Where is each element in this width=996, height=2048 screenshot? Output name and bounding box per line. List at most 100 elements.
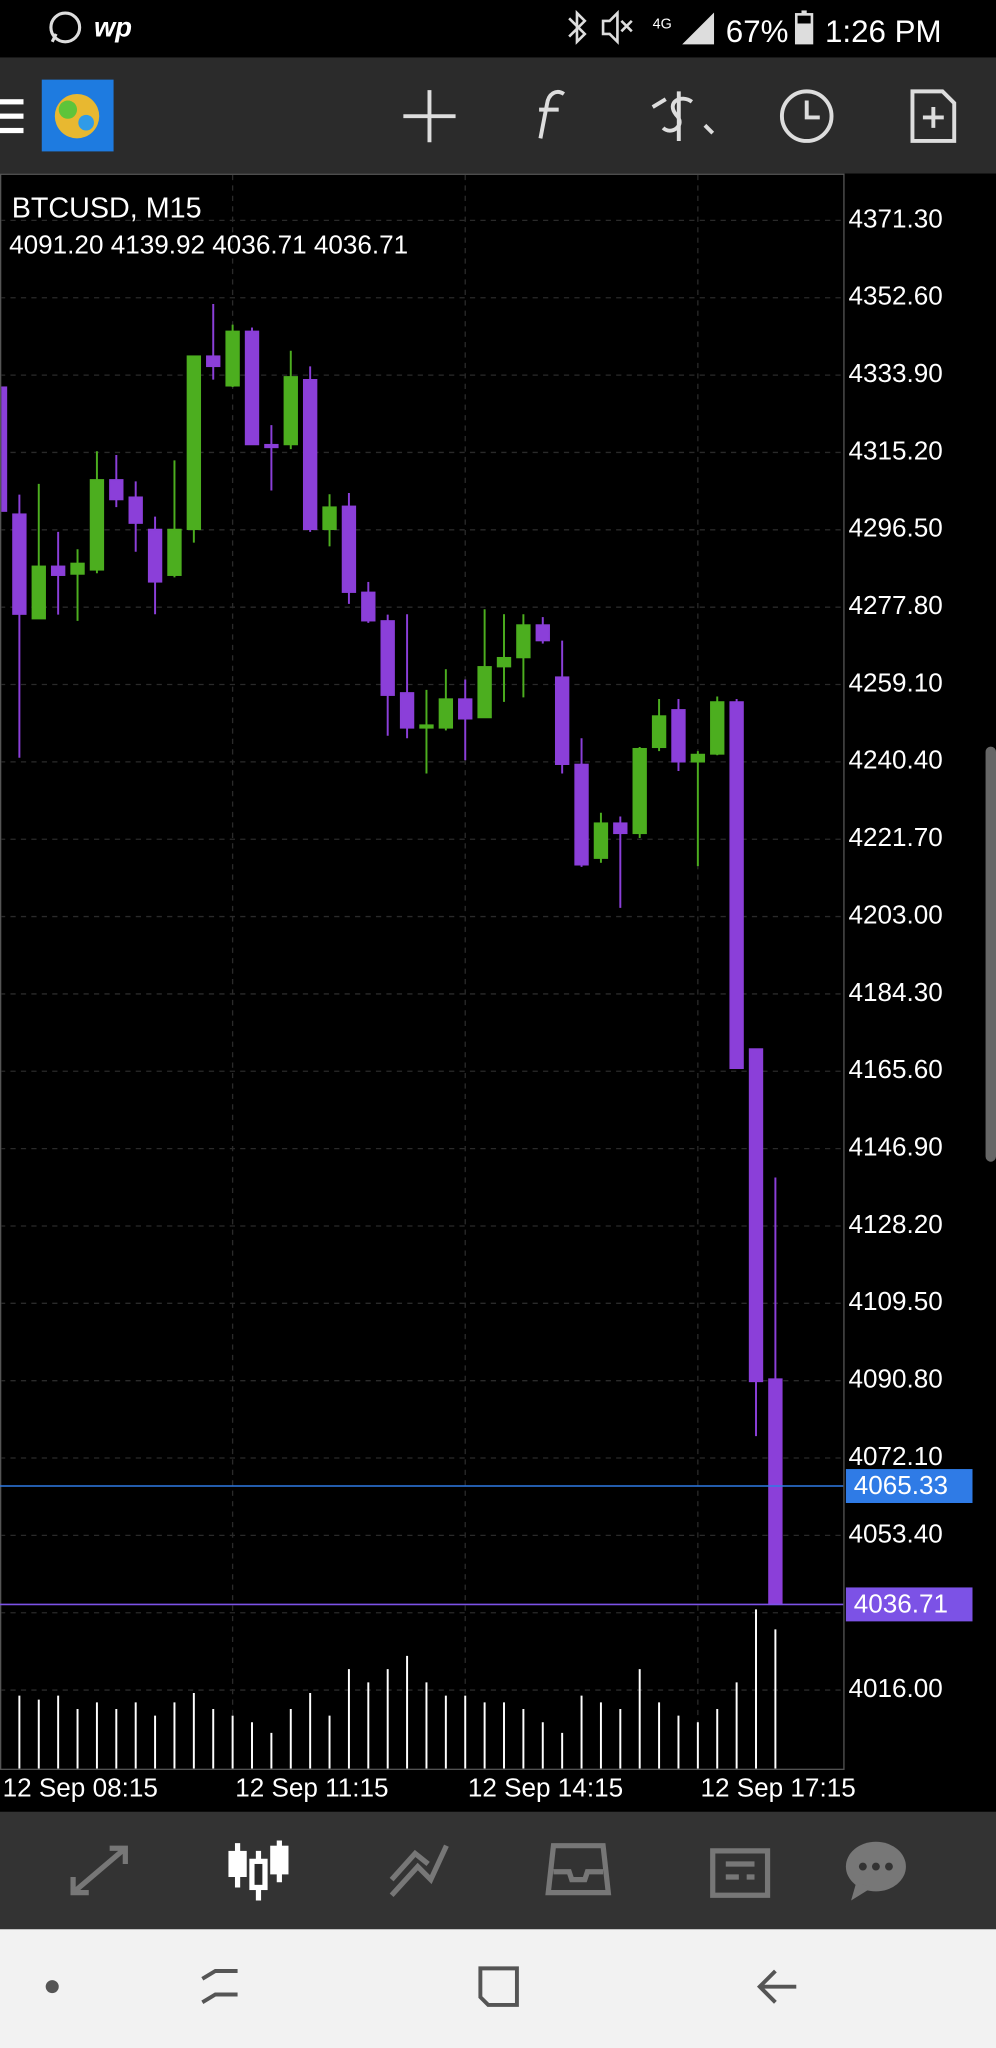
candle-body	[554, 676, 570, 766]
candle-body	[748, 1048, 764, 1383]
candle-body	[593, 822, 609, 859]
y-tick-label: 4315.20	[848, 435, 942, 465]
menu-button[interactable]	[0, 99, 24, 134]
candle-body	[31, 565, 46, 620]
candle-body	[671, 709, 686, 763]
history-tab[interactable]	[545, 1843, 612, 1896]
x-tick-label: 12 Sep 11:15	[235, 1772, 388, 1802]
y-tick-label: 4221.70	[848, 822, 942, 852]
candle-body	[574, 763, 589, 866]
ohlc-readout: 4091.20 4139.92 4036.71 4036.71	[9, 230, 408, 260]
network-label: 4G	[653, 17, 672, 33]
app-label: wp	[94, 12, 132, 43]
candle-body	[264, 443, 279, 449]
x-tick-label: 12 Sep 17:15	[700, 1772, 855, 1802]
system-nav	[0, 1929, 996, 2048]
candle-body	[535, 624, 550, 642]
candle-body	[613, 822, 628, 835]
candle-body	[225, 330, 240, 387]
y-tick-label: 4053.40	[848, 1518, 942, 1548]
candle-body	[399, 692, 415, 729]
chart-title: BTCUSD, M15	[12, 193, 202, 225]
price-tag-label: 4036.71	[854, 1589, 948, 1619]
candle-body	[729, 701, 744, 1070]
battery-icon	[794, 10, 814, 45]
candle-body	[302, 379, 318, 531]
y-tick-label: 4352.60	[848, 281, 942, 311]
candle-body	[322, 506, 337, 531]
x-tick-label: 12 Sep 14:15	[468, 1772, 623, 1802]
candle-body	[632, 747, 647, 835]
candle-body	[438, 698, 454, 729]
toolbar	[0, 57, 996, 174]
y-tick-label: 4184.30	[848, 977, 942, 1007]
price-tag	[845, 1469, 973, 1503]
candle-body	[1, 386, 8, 512]
candle-body	[651, 715, 667, 749]
candle-body	[419, 724, 434, 729]
y-tick-label: 4146.90	[848, 1132, 942, 1162]
history-button[interactable]	[779, 89, 834, 143]
status-bar	[0, 0, 996, 58]
chart-area	[0, 173, 996, 1812]
candle-body	[710, 701, 725, 755]
candle-body	[206, 355, 221, 368]
candle-body	[361, 591, 376, 622]
crosshair-button[interactable]	[403, 90, 456, 143]
candle-body	[109, 479, 124, 501]
candle-body	[89, 479, 105, 571]
y-tick-label: 4203.00	[848, 899, 942, 929]
indicators-button[interactable]	[538, 89, 566, 139]
candle-body	[186, 355, 202, 531]
candle-body	[70, 562, 85, 575]
candle-body	[244, 330, 260, 446]
trade-button[interactable]	[651, 91, 715, 141]
candle-body	[516, 624, 531, 659]
candle-body	[458, 698, 473, 720]
y-tick-label: 4090.80	[848, 1364, 942, 1394]
trade-tab[interactable]	[389, 1844, 449, 1898]
news-tab[interactable]	[710, 1848, 771, 1898]
chat-tab[interactable]	[845, 1841, 906, 1901]
y-tick-label: 4128.20	[848, 1209, 942, 1239]
candle-body	[147, 528, 163, 583]
candle-body	[12, 513, 27, 615]
price-tag	[845, 1587, 973, 1622]
y-tick-label: 4371.30	[848, 203, 942, 233]
chart-tab[interactable]	[228, 1840, 289, 1901]
y-tick-label: 4277.80	[848, 590, 942, 620]
candle-body	[496, 656, 512, 668]
y-tick-label: 4109.50	[848, 1286, 942, 1316]
app-logo[interactable]	[41, 79, 114, 152]
home-button[interactable]	[478, 1966, 519, 2007]
candle-body	[50, 565, 66, 576]
y-tick-label: 4165.60	[848, 1054, 942, 1084]
y-tick-label: 4240.40	[848, 745, 942, 775]
y-tick-label: 4072.10	[848, 1441, 942, 1471]
x-tick-label: 12 Sep 08:15	[3, 1772, 158, 1802]
recent-apps-button[interactable]	[201, 1969, 238, 2004]
plot-frame	[0, 173, 845, 1770]
whatsapp-icon	[49, 11, 82, 44]
candle-body	[283, 376, 298, 446]
battery-label: 67%	[726, 14, 789, 49]
candle-body	[768, 1378, 783, 1606]
back-button[interactable]	[756, 1969, 797, 2004]
y-tick-label: 4333.90	[848, 358, 942, 388]
candle-body	[690, 753, 706, 763]
new-order-button[interactable]	[910, 89, 957, 143]
bottom-nav	[0, 1811, 996, 1930]
scroll-handle[interactable]	[985, 746, 996, 1162]
candle-body	[128, 496, 143, 524]
y-tick-label: 4016.00	[848, 1673, 942, 1703]
y-tick-label: 4259.10	[848, 667, 942, 697]
nav-dot[interactable]	[45, 1980, 59, 1994]
clock: 1:26 PM	[825, 14, 942, 49]
candle-body	[341, 505, 357, 593]
status-icons	[568, 9, 715, 45]
y-tick-label: 4296.50	[848, 513, 942, 543]
candle-body	[167, 528, 182, 576]
quotes-tab[interactable]	[70, 1845, 128, 1896]
